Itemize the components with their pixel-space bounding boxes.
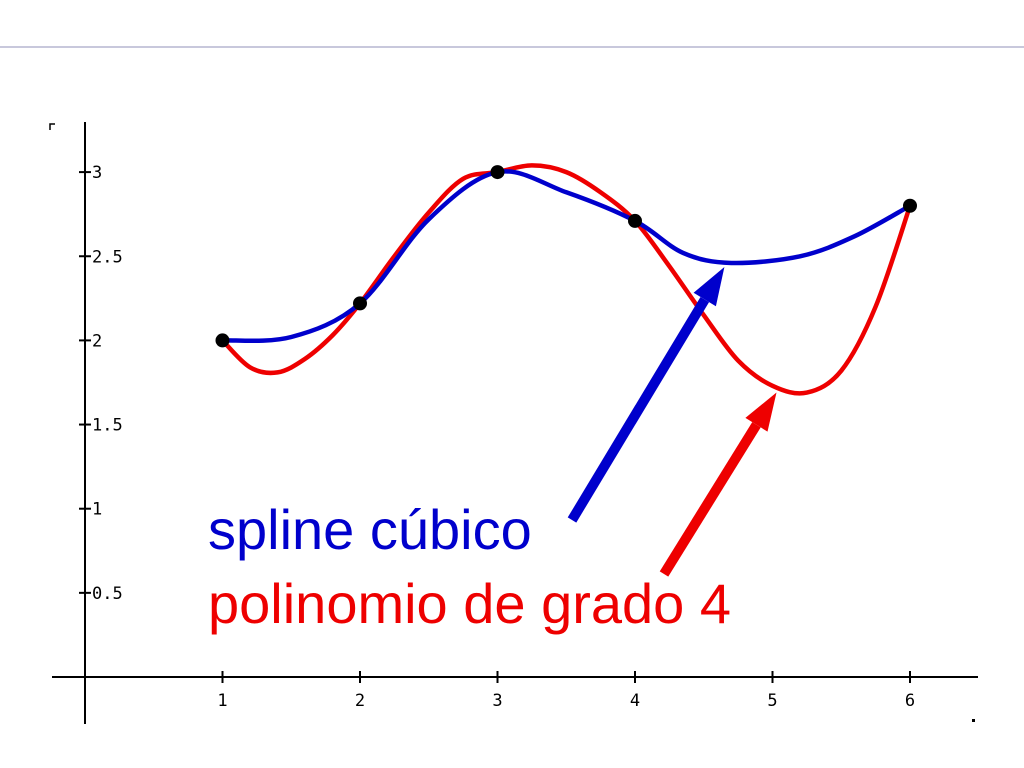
y-tick-label: 0.5: [92, 584, 123, 604]
y-tick-label: 1: [92, 500, 102, 520]
annotation-labels: spline cúbico polinomio de grado 4: [208, 498, 731, 635]
series-lines: [220, 163, 913, 396]
annotation-arrows: [567, 267, 777, 577]
y-tick-label: 3: [92, 163, 102, 183]
polynomial-curve: [220, 163, 913, 396]
ticks: 1 2 3 4 5 6 0.5 1 1.5 2 2.5 3: [79, 163, 915, 711]
data-point: [490, 165, 505, 180]
data-point: [215, 333, 230, 348]
x-tick-label: 4: [630, 691, 640, 711]
polynomial-label: polinomio de grado 4: [208, 572, 731, 635]
x-tick-label: 1: [217, 691, 227, 711]
x-axis-end-mark: [972, 719, 975, 722]
y-tick-label: 1.5: [92, 416, 123, 436]
spline-label: spline cúbico: [208, 498, 532, 561]
y-tick-label: 2.5: [92, 247, 123, 267]
header-divider: [0, 46, 1024, 48]
x-tick-label: 3: [492, 691, 502, 711]
y-axis-corner-mark: [49, 123, 55, 130]
data-points: [215, 165, 917, 348]
x-tick-label: 2: [355, 691, 365, 711]
data-point: [628, 213, 642, 228]
x-tick-label: 5: [767, 691, 777, 711]
spline-curve: [220, 169, 913, 344]
polynomial-arrow-shaft: [659, 422, 761, 577]
y-tick-label: 2: [92, 331, 102, 351]
x-tick-label: 6: [905, 691, 915, 711]
axes: [49, 122, 978, 724]
data-point: [903, 198, 917, 213]
data-point: [353, 296, 367, 311]
spline-arrow-head: [693, 267, 725, 307]
polynomial-arrow-head: [745, 392, 777, 432]
spline-arrow-shaft: [567, 296, 710, 523]
